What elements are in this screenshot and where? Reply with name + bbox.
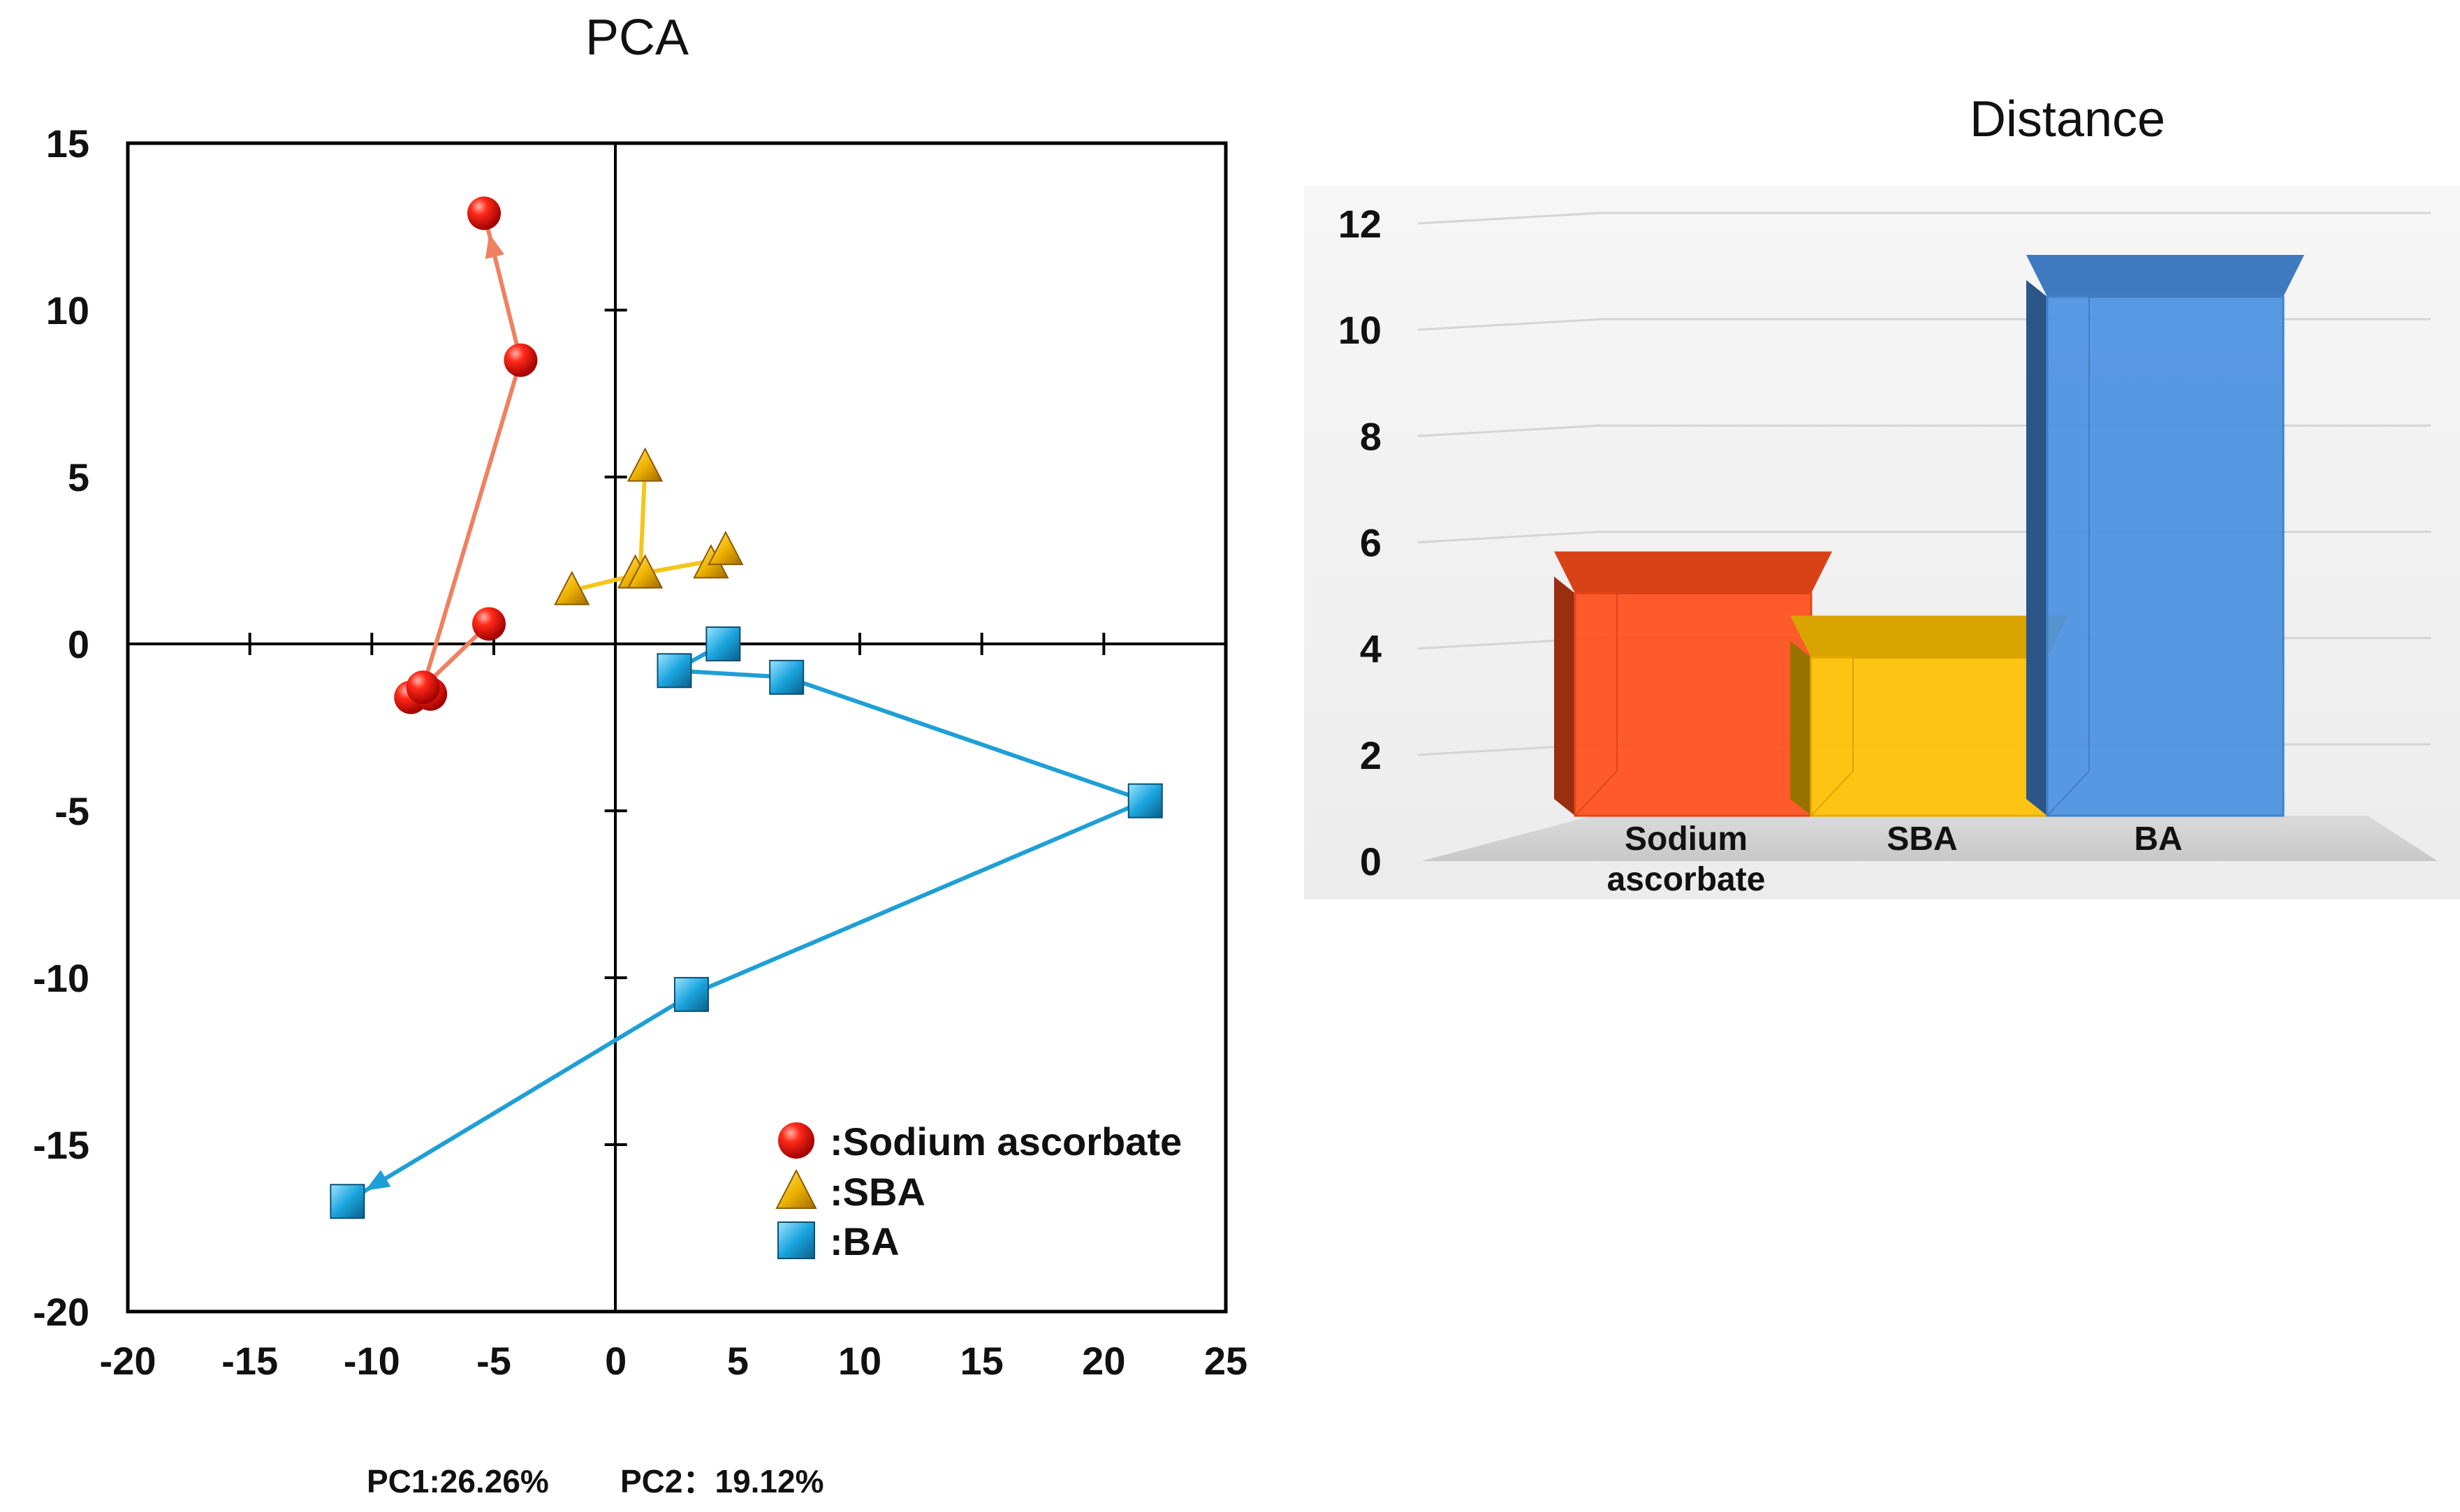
pc2-variance-label: PC2：19.12% [620,1463,824,1499]
bar-inner-edge [2088,296,2280,771]
bar-top-face [1554,551,1832,594]
bar-front-face [2046,295,2285,817]
distance-y-tick-label: 0 [1360,839,1382,883]
bar-inner-edge [1616,592,1808,771]
point-ba [705,626,741,661]
point-ba [769,659,805,695]
bar-front-face [1810,656,2049,817]
pca-trajectory-lines [346,212,1148,1203]
bar-front-face [1574,592,1813,817]
x-tick-label: 20 [1082,1339,1125,1383]
point-sba [708,530,744,566]
distance-bars [1554,255,2304,817]
point-ba [330,1184,365,1219]
distance-floor [1421,816,2438,861]
point-ba [1127,783,1163,819]
pc1-variance-label: PC1:26.26% [367,1463,549,1499]
legend-item-ba: :BA [777,1219,900,1263]
bar-side-face [1554,576,1575,816]
bar-sodium-ascorbate [1554,551,1832,817]
y-tick-label: 15 [46,122,89,166]
y-tick-label: -5 [54,789,89,833]
y-tick-label: -15 [33,1123,89,1167]
y-tick-label: 0 [68,622,89,666]
distance-category-labels: Sodium ascorbate SBA BA [1607,821,2183,898]
legend-circle-icon [778,1122,814,1159]
bar-side-face [2026,280,2047,816]
distance-chart: Distance 0 2 4 6 8 10 12 Sodium ascorbate SBA BA [1304,91,2460,900]
pca-x-tick-labels: -20 -15 -10 -5 0 5 10 15 20 25 [100,1339,1248,1383]
point-sodium-ascorbate [504,343,538,377]
pca-plot-frame [126,141,1228,1314]
distance-title: Distance [1970,91,2165,147]
y-tick-label: 5 [68,455,89,499]
legend-square-icon [777,1221,815,1259]
trajectory-line-ba [346,642,1148,1203]
pca-y-tick-labels: 15 10 5 0 -5 -10 -15 -20 [33,122,89,1334]
distance-y-tick-label: 12 [1338,202,1382,246]
pca-legend: :Sodium ascorbate :SBA :BA [775,1120,1182,1263]
x-tick-label: -15 [221,1339,278,1383]
legend-item-sodium-ascorbate: :Sodium ascorbate [778,1120,1182,1164]
bar-inner-edge [1852,656,2044,771]
legend-label-sodium-ascorbate: :Sodium ascorbate [830,1120,1182,1164]
distance-y-tick-label: 10 [1338,308,1382,352]
bar-inner-edge [2047,770,2090,816]
distance-y-tick-labels: 0 2 4 6 8 10 12 [1338,202,1382,883]
bar-side-face [1790,640,1811,816]
distance-y-tick-label: 4 [1360,627,1382,671]
distance-y-tick-label: 6 [1360,521,1382,565]
x-tick-label: -5 [476,1339,511,1383]
x-tick-label: 15 [960,1339,1004,1383]
point-sodium-ascorbate [472,607,506,641]
bar-inner-edge [1810,770,1854,816]
pca-title: PCA [585,10,689,66]
point-sba [554,571,590,605]
x-tick-label: -10 [344,1339,400,1383]
point-sba [627,447,664,482]
arrowhead-sodium-ascorbate [485,233,505,259]
distance-y-tick-label: 8 [1360,414,1382,458]
point-sodium-ascorbate [467,196,501,230]
legend-label-sba: :SBA [830,1170,925,1214]
y-tick-label: -20 [33,1290,89,1334]
legend-label-ba: :BA [830,1219,900,1263]
point-ba [657,653,692,689]
y-tick-label: -10 [33,956,89,1000]
distance-y-tick-label: 2 [1360,733,1382,777]
point-sodium-ascorbate [406,670,440,705]
x-tick-label: 10 [838,1339,881,1383]
distance-gridline [1417,212,2431,225]
bar-top-face [2026,255,2304,297]
point-ba [673,976,709,1012]
legend-triangle-icon [775,1168,817,1209]
bar-inner-edge [1574,770,1618,816]
pca-chart: PCA -20 -15 -10 -5 0 5 10 15 20 25 15 10 5 0 -5 -10 -15… [33,10,1247,1499]
x-tick-label: 0 [605,1339,627,1383]
pca-y-ticks [604,309,627,1146]
point-sba [627,554,664,589]
bar-top-face [1790,615,2068,658]
bar-ba [2026,255,2304,817]
category-label-sba: SBA [1887,821,1957,858]
bar-sba [1790,615,2068,817]
pca-markers [330,196,1163,1219]
x-tick-label: 25 [1204,1339,1247,1383]
y-tick-label: 10 [46,288,89,332]
x-tick-label: 5 [727,1339,749,1383]
category-label-ba: BA [2134,821,2182,858]
legend-item-sba: :SBA [775,1168,925,1214]
trajectory-line-sodium-ascorbate [420,212,523,690]
category-label-sodium-ascorbate: Sodium ascorbate [1607,821,1766,898]
arrowhead-ba [365,1170,391,1191]
x-tick-label: -20 [100,1339,156,1383]
